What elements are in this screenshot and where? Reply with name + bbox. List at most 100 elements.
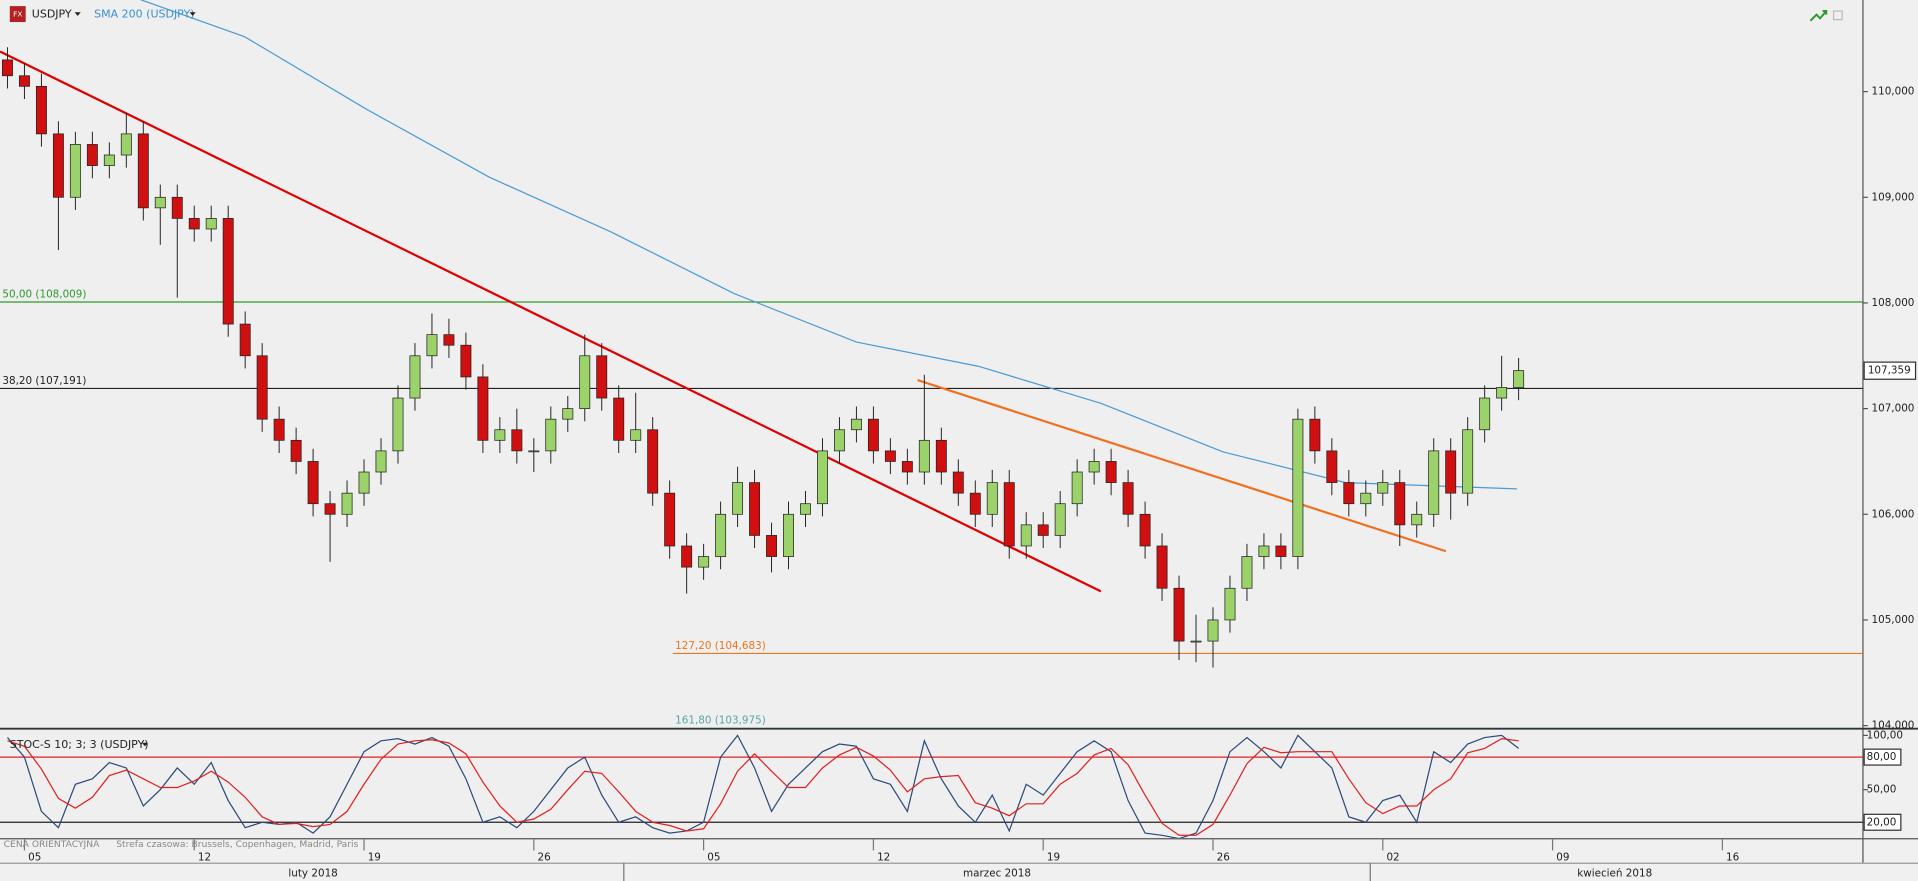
candle-body	[1054, 503, 1066, 536]
candle-body	[749, 482, 761, 536]
candle-body	[1003, 482, 1015, 547]
candle-body	[613, 397, 625, 441]
x-tick-label: 19	[1047, 852, 1060, 864]
candle-body	[1343, 482, 1355, 505]
candle-body	[901, 461, 913, 473]
candle-body	[477, 376, 489, 441]
candle-body	[324, 503, 336, 515]
y-tick-label: 109,000	[1872, 191, 1915, 203]
last-price-box	[1863, 361, 1917, 380]
candle-body	[817, 450, 828, 505]
dropdown-arrow[interactable]	[141, 742, 149, 747]
candle-body	[1241, 556, 1253, 589]
candle-body	[1292, 418, 1304, 557]
candle-body	[884, 450, 896, 462]
candle-body	[850, 418, 862, 431]
overlay: 104,000 105,000 106,000 107,000 108,000 109,0…	[2, 86, 1917, 881]
candle-body	[35, 85, 47, 135]
candle-body	[1275, 545, 1287, 557]
candle-body	[1394, 482, 1406, 526]
y-tick-label: 20,00	[1867, 816, 1897, 828]
candle-body	[1326, 450, 1338, 483]
fib-level-label: 127,20 (104,683)	[675, 640, 766, 652]
candle-body	[69, 144, 81, 198]
y-tick-label: 100,00	[1867, 729, 1903, 741]
stoch-line	[7, 734, 1519, 839]
candle-body	[460, 344, 472, 378]
stoch-plot	[0, 730, 1863, 839]
dropdown-arrow[interactable]	[189, 12, 196, 16]
candle-body	[1071, 471, 1083, 505]
y-tick-label: 110,000	[1872, 86, 1915, 98]
main-marks	[0, 0, 1863, 729]
y-tick-label: 50,00	[1867, 784, 1897, 796]
candle-body	[1513, 370, 1525, 388]
indicator-name[interactable]: SMA 200 (USDJPY)	[94, 8, 194, 21]
candle-body	[698, 556, 710, 568]
candle-body	[969, 492, 981, 515]
y-tick-label: 105,000	[1872, 614, 1915, 626]
timezone-note: Strefa czasowa: Brussels, Copenhagen, Ma…	[116, 839, 358, 850]
candle-body	[2, 59, 13, 77]
candle-body	[188, 218, 200, 230]
y-tick-label: 107,000	[1872, 403, 1915, 415]
fib-level-label: 38,20 (107,191)	[2, 375, 86, 387]
candle-body	[715, 513, 727, 557]
candle-body	[1377, 482, 1389, 494]
stoch-line	[7, 738, 1519, 836]
x-tick-label: 02	[1386, 852, 1399, 864]
trend-icon[interactable]	[1809, 10, 1828, 22]
candle-body	[239, 323, 251, 357]
candle-body	[647, 429, 659, 494]
candle-body	[1360, 492, 1372, 505]
candle-body	[918, 439, 930, 473]
candle-body	[375, 450, 387, 473]
candle-body	[800, 503, 811, 515]
candle-body	[1122, 482, 1134, 515]
icon-label: FX	[13, 10, 22, 19]
candle-body	[341, 492, 353, 515]
price-axis	[1862, 0, 1918, 881]
candle-body	[1105, 461, 1117, 483]
symbol[interactable]: USDJPY	[32, 8, 72, 21]
main-plot	[0, 0, 1863, 728]
x-tick-label: 12	[877, 852, 890, 864]
candle-body	[1173, 587, 1185, 642]
candle-body	[409, 355, 421, 399]
x-tick-label: 19	[368, 852, 381, 864]
candle-body	[222, 218, 234, 325]
candle-body	[681, 545, 693, 568]
candle-body	[545, 418, 557, 452]
window-icon[interactable]	[1832, 10, 1843, 21]
candle-body	[766, 535, 777, 557]
month-label: luty 2018	[288, 868, 337, 880]
candle-body	[392, 397, 404, 452]
candle-body	[867, 418, 879, 452]
candle-body	[1496, 387, 1508, 399]
candle-body	[1309, 418, 1321, 452]
fib-level-label: 50,00 (108,009)	[2, 289, 86, 301]
candle-body	[52, 133, 64, 198]
candle-body	[1207, 619, 1219, 642]
candle-body	[358, 471, 370, 494]
candle-body	[528, 450, 540, 453]
candle-body	[596, 355, 608, 399]
last-price-label: 107,359	[1868, 365, 1911, 377]
candle-body	[256, 355, 268, 420]
dropdown-arrow[interactable]	[74, 12, 81, 16]
fib-level-label: 161,80 (103,975)	[675, 715, 766, 727]
tick-box	[1863, 748, 1902, 766]
month-label: marzec 2018	[963, 868, 1031, 880]
candle-body	[1411, 513, 1423, 526]
month-label: kwiecień 2018	[1577, 868, 1652, 880]
candle-body	[562, 408, 574, 420]
candle-body	[154, 196, 166, 209]
candle-body	[1190, 640, 1202, 643]
symbol-icon	[9, 6, 26, 23]
candle-body	[18, 75, 30, 87]
sma-line	[140, 0, 1517, 490]
stoch-title[interactable]: STOC-S 10; 3; 3 (USDJPY)	[10, 738, 149, 751]
candle-body	[1258, 545, 1270, 557]
